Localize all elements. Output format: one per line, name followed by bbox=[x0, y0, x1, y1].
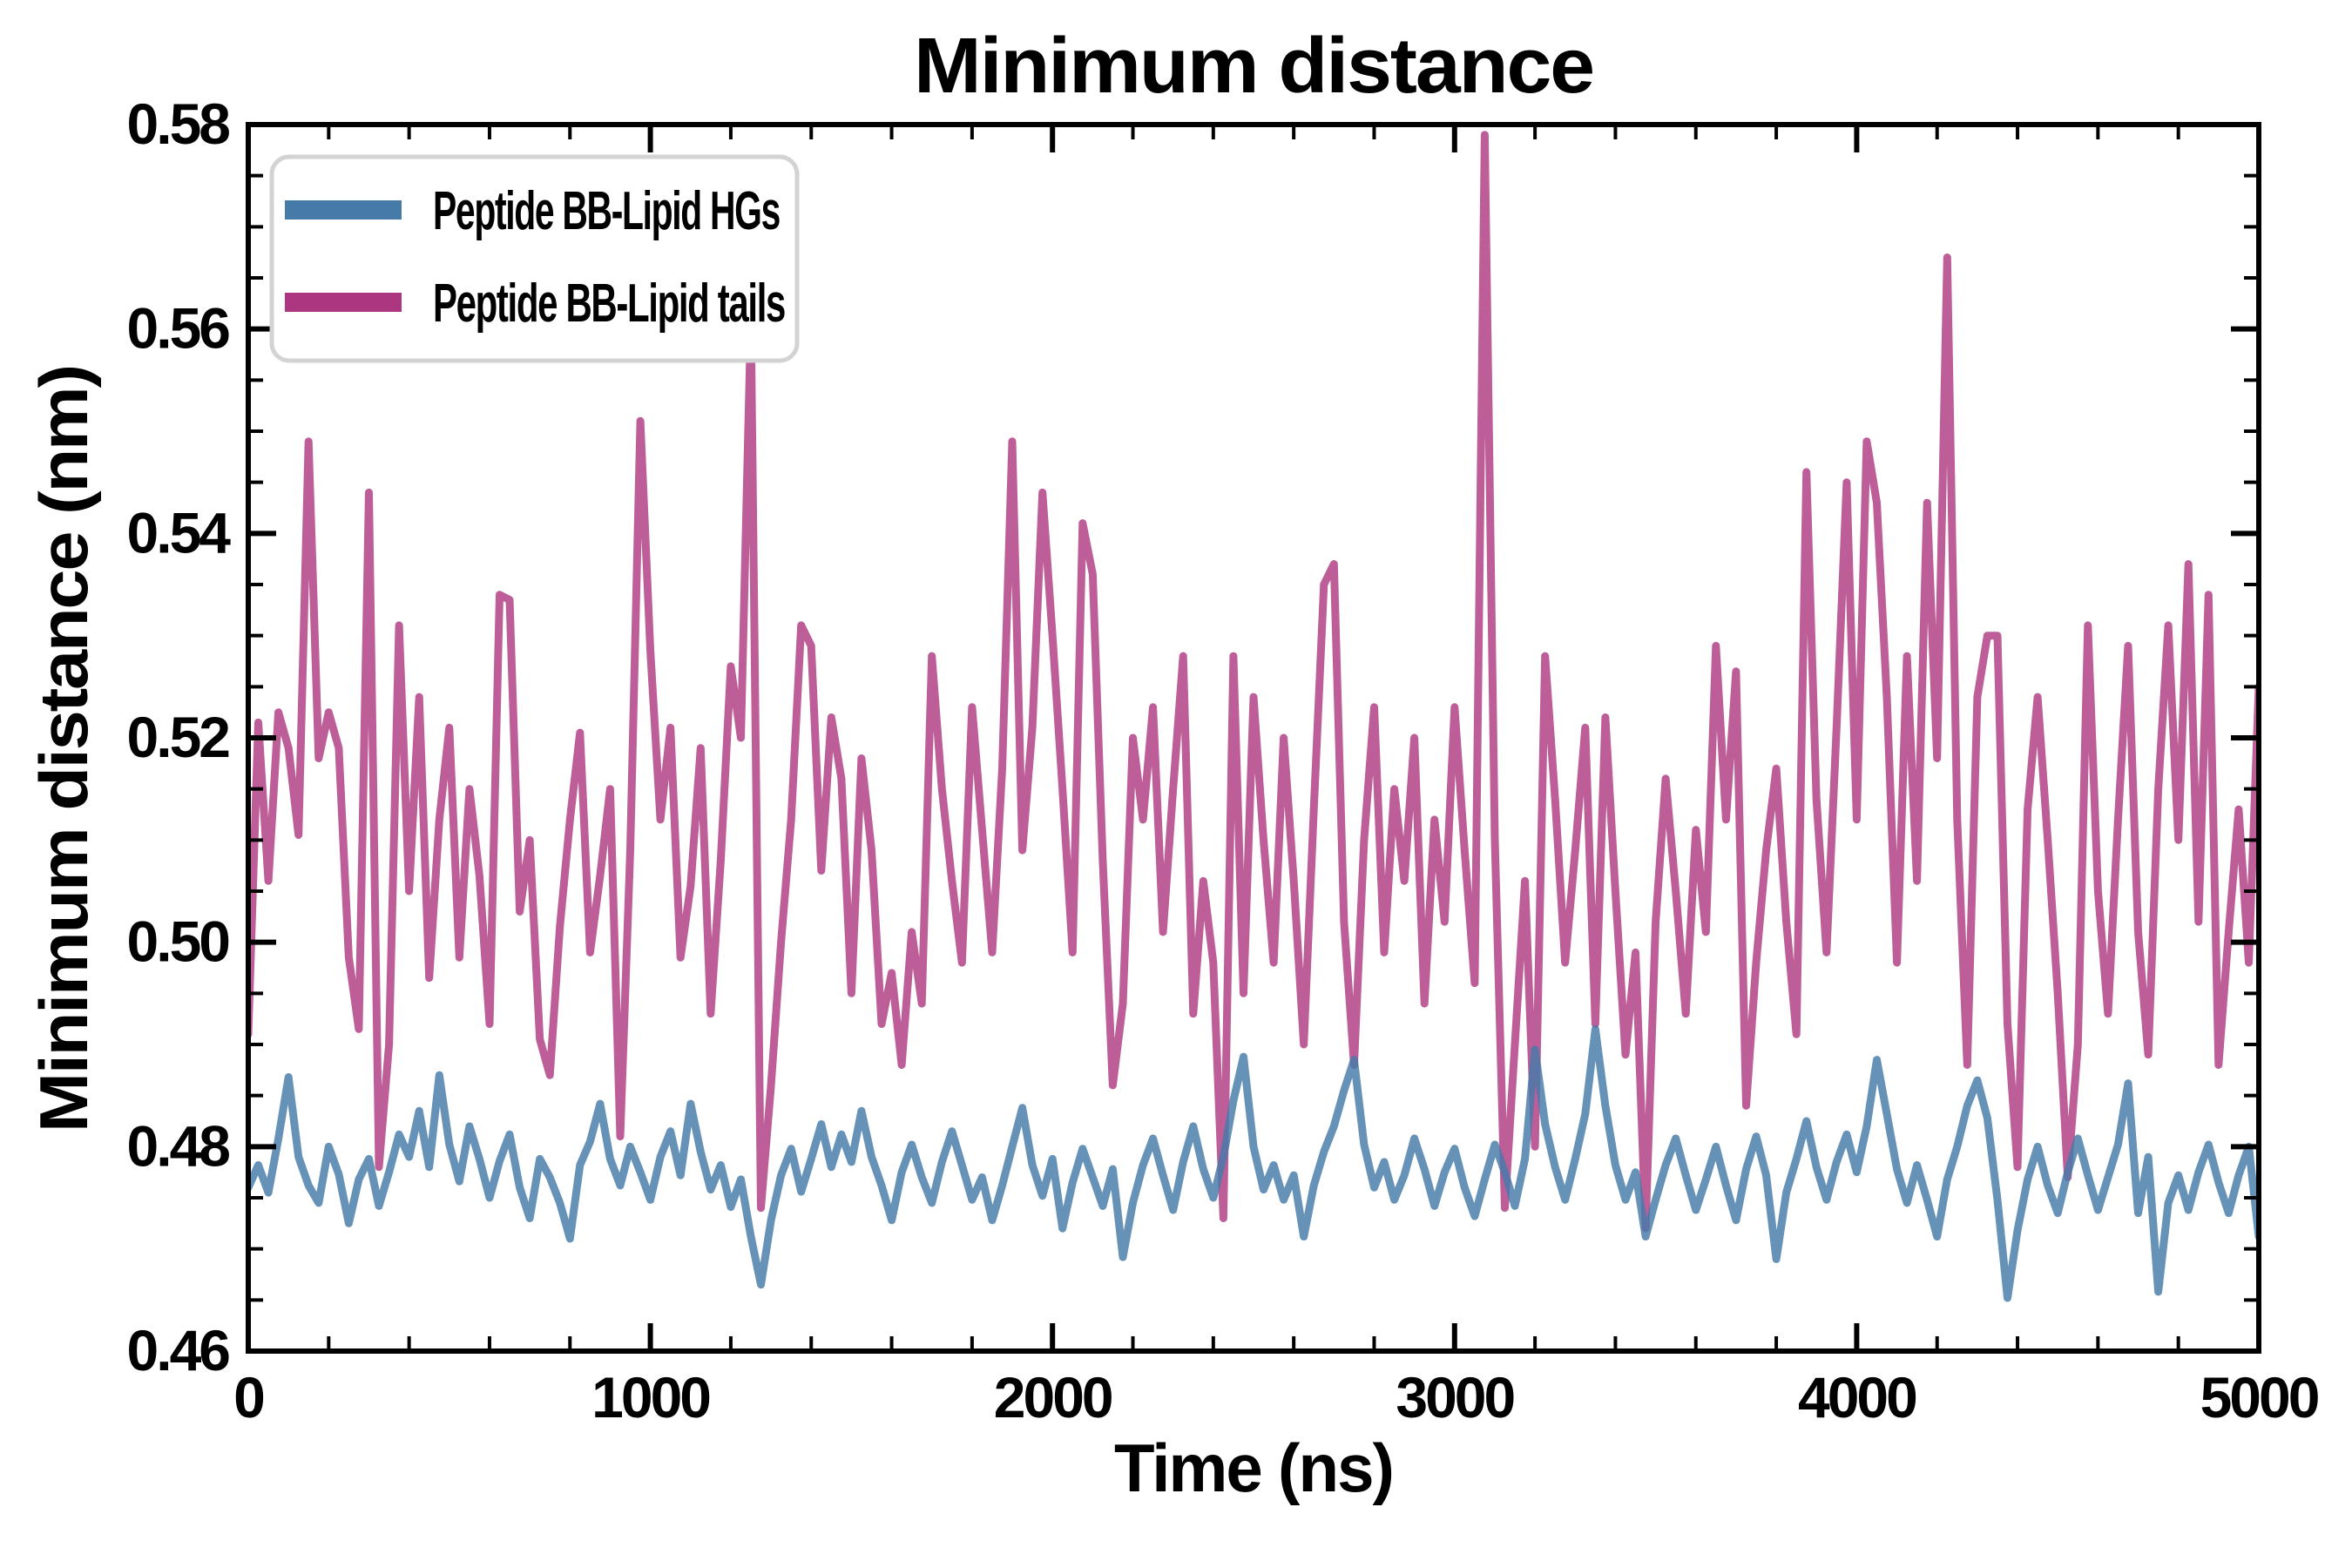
y-tick-label: 0.46 bbox=[127, 1318, 230, 1382]
y-tick-label: 0.48 bbox=[127, 1113, 230, 1178]
legend: Peptide BB-Lipid HGs Peptide BB-Lipid ta… bbox=[269, 154, 800, 363]
chart-title: Minimum distance bbox=[914, 23, 1593, 110]
series-line-peptide-bb-lipid-tails bbox=[248, 131, 2259, 1233]
x-tick-label: 5000 bbox=[2200, 1365, 2318, 1429]
x-tick-label: 1000 bbox=[591, 1365, 709, 1429]
legend-label-hgs: Peptide BB-Lipid HGs bbox=[433, 181, 780, 241]
y-tick-label: 0.54 bbox=[127, 500, 232, 564]
y-tick-label: 0.56 bbox=[127, 296, 230, 361]
x-tick-label: 0 bbox=[233, 1365, 263, 1429]
axis-ticks: 0 1000 2000 3000 4000 5000 0.46 0.48 0.50 0.52 0.5… bbox=[127, 91, 2321, 1429]
x-tick-label: 3000 bbox=[1396, 1365, 1513, 1429]
plot-border bbox=[246, 122, 2261, 1354]
y-tick-label: 0.50 bbox=[127, 909, 229, 974]
y-tick-label: 0.52 bbox=[127, 705, 230, 769]
y-tick-label: 0.58 bbox=[127, 91, 230, 156]
legend-swatch-tails bbox=[285, 293, 402, 312]
legend-label-tails: Peptide BB-Lipid tails bbox=[433, 274, 785, 334]
y-axis-label: Minimum distance (nm) bbox=[25, 366, 102, 1132]
x-tick-label: 2000 bbox=[994, 1365, 1112, 1429]
x-axis-label: Time (ns) bbox=[1114, 1429, 1393, 1506]
series-line-peptide-bb-lipid-hgs bbox=[248, 1024, 2259, 1302]
x-tick-label: 4000 bbox=[1798, 1365, 1916, 1429]
legend-frame bbox=[269, 154, 800, 363]
plot-series bbox=[248, 131, 2259, 1302]
legend-swatch-hgs bbox=[285, 200, 402, 220]
